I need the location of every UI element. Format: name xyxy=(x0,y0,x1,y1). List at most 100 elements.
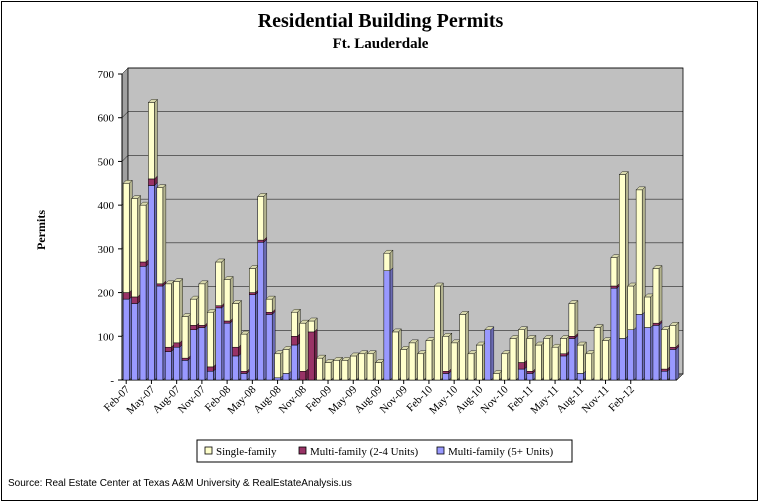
bar-multi5 xyxy=(173,346,180,381)
bar-multi24 xyxy=(526,371,534,374)
bar-single xyxy=(257,196,265,241)
x-tick-label: May-07 xyxy=(124,383,157,416)
bar-top xyxy=(265,295,276,300)
bar-top xyxy=(618,171,629,175)
bar-multi5 xyxy=(577,373,584,381)
bar-side-single xyxy=(675,321,680,348)
bar-multi24 xyxy=(131,296,138,304)
bar-multi5 xyxy=(215,307,222,381)
bar-side-single xyxy=(641,186,646,315)
bar-top xyxy=(131,195,142,199)
bar-multi5 xyxy=(232,355,239,381)
y-tick-label: 200 xyxy=(98,288,115,300)
bar-multi5 xyxy=(249,294,256,381)
bar-side-single xyxy=(263,192,267,241)
bar-multi5 xyxy=(274,377,281,381)
bar-multi5 xyxy=(265,314,273,381)
bar-multi24 xyxy=(307,331,315,381)
bar-multi5 xyxy=(131,303,138,381)
bar-single xyxy=(392,331,399,381)
bar-top xyxy=(517,326,528,330)
bar-single xyxy=(442,336,450,372)
y-tick-label: 300 xyxy=(98,244,115,256)
bar-multi24 xyxy=(139,261,147,267)
bar-multi24 xyxy=(568,336,576,339)
bar-multi24 xyxy=(249,292,256,296)
bar-multi24 xyxy=(190,325,197,330)
bar-multi24 xyxy=(652,322,660,326)
bar-single xyxy=(526,338,534,372)
bar-top xyxy=(156,184,167,188)
bar-top xyxy=(526,335,537,339)
bar-multi24 xyxy=(173,342,180,348)
bar-single xyxy=(652,268,660,324)
bar-single xyxy=(122,183,130,293)
bar-top xyxy=(442,333,453,337)
bar-single xyxy=(459,314,466,381)
bar-top xyxy=(307,317,318,322)
bar-multi5 xyxy=(627,329,635,381)
bar-multi24 xyxy=(156,283,164,287)
chart-subtitle: Ft. Lauderdale xyxy=(332,36,429,52)
x-tick-label: Nov-10 xyxy=(478,383,511,416)
bar-multi5 xyxy=(560,355,567,381)
bar-single xyxy=(207,311,214,368)
bar-multi5 xyxy=(190,329,197,381)
bar-multi5 xyxy=(181,360,189,381)
bar-top xyxy=(669,322,680,326)
bar-single xyxy=(534,344,542,381)
bar-single xyxy=(316,357,323,381)
y-tick-label: 600 xyxy=(98,113,115,125)
bar-single xyxy=(560,338,567,355)
bar-top xyxy=(122,180,133,184)
bar-top xyxy=(568,300,579,304)
bar-multi5 xyxy=(442,373,450,381)
bar-single xyxy=(400,349,407,381)
bar-single xyxy=(635,189,643,315)
legend-label-single: Single-family xyxy=(216,446,277,458)
bar-single xyxy=(551,346,559,381)
x-tick-label: May-09 xyxy=(326,383,359,416)
bar-top xyxy=(232,300,243,304)
bar-single xyxy=(408,342,416,381)
bar-single xyxy=(249,268,256,293)
bar-top xyxy=(391,328,402,333)
bar-multi24 xyxy=(257,239,265,243)
bar-single xyxy=(215,261,222,306)
bar-side-multi5 xyxy=(675,345,680,381)
x-tick-label: Nov-07 xyxy=(176,383,209,416)
bar-single xyxy=(291,311,298,337)
bar-top xyxy=(198,280,209,285)
bar-top xyxy=(383,250,394,254)
bar-multi5 xyxy=(526,373,534,381)
bar-multi5 xyxy=(257,242,265,381)
bar-single xyxy=(173,281,180,344)
bar-single xyxy=(349,355,357,381)
bar-single xyxy=(341,360,349,381)
bar-single xyxy=(131,198,138,298)
bar-multi24 xyxy=(610,285,618,289)
bar-top xyxy=(408,339,419,344)
bar-single xyxy=(585,353,592,381)
bar-multi24 xyxy=(240,371,248,374)
x-tick-label: May-10 xyxy=(427,383,460,416)
x-tick-label: Nov-09 xyxy=(378,383,411,416)
bar-side-single xyxy=(154,98,158,180)
bar-side-single xyxy=(389,249,394,272)
bar-single xyxy=(434,285,441,381)
y-tick-label: 500 xyxy=(98,156,115,168)
bar-single xyxy=(669,325,677,348)
bar-multi24 xyxy=(291,336,298,346)
bar-multi24 xyxy=(442,371,450,374)
bar-single xyxy=(568,303,576,337)
bar-single xyxy=(383,252,391,271)
legend-swatch-single xyxy=(204,446,213,455)
bar-top xyxy=(635,186,646,191)
x-tick-label: Nov-11 xyxy=(580,384,612,416)
bar-multi24 xyxy=(215,305,222,309)
gridline-side xyxy=(121,111,129,118)
legend-swatch-multi5 xyxy=(436,446,445,455)
bar-top xyxy=(652,265,663,269)
y-tick-label: 700 xyxy=(98,69,115,81)
bar-single xyxy=(156,187,164,285)
